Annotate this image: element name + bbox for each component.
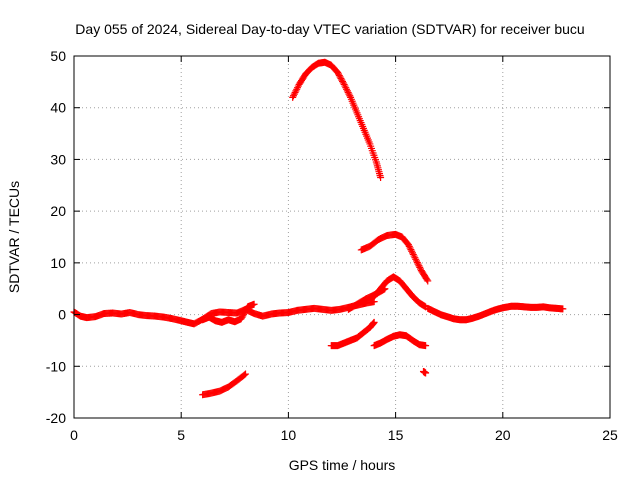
data-point: [412, 255, 420, 263]
data-point: [422, 303, 430, 311]
data-point: [404, 241, 412, 249]
data-point: [335, 72, 343, 80]
x-tick-label: 20: [495, 427, 511, 443]
x-tick-labels: 0 5 10 15 20 25: [70, 427, 618, 443]
series-side-track: [344, 285, 389, 313]
data-point: [294, 84, 302, 92]
data-point: [242, 370, 250, 378]
data-point: [377, 174, 385, 182]
data-point: [240, 371, 248, 379]
data-point: [334, 69, 342, 77]
data-point: [335, 70, 343, 78]
data-point: [423, 276, 431, 284]
data-point: [346, 92, 354, 100]
y-tick-label: -10: [46, 358, 66, 374]
data-point: [408, 249, 416, 257]
chart-title: Day 055 of 2024, Sidereal Day-to-day VTE…: [75, 21, 584, 37]
data-point: [343, 85, 351, 93]
data-point: [413, 259, 421, 267]
data-point: [559, 305, 567, 313]
data-point: [416, 263, 424, 271]
data-point: [237, 315, 245, 323]
y-tick-labels: -20 -10 0 10 20 30 40 50: [46, 48, 66, 426]
data-point: [292, 87, 300, 95]
y-axis-label: SDTVAR / TECUs: [6, 181, 22, 293]
series-negative-rise: [327, 318, 378, 350]
data-point: [293, 85, 301, 93]
x-tick-label: 0: [70, 427, 78, 443]
data-point: [336, 73, 344, 81]
y-tick-label: -20: [46, 410, 66, 426]
y-tick-label: 0: [58, 307, 66, 323]
series-big-arc: [289, 58, 385, 182]
x-tick-label: 10: [281, 427, 297, 443]
series-negative-bump: [370, 331, 430, 350]
y-tick-label: 40: [50, 100, 66, 116]
data-point: [413, 257, 421, 265]
data-point: [424, 277, 432, 285]
data-point: [410, 252, 418, 260]
data-point: [339, 79, 347, 87]
series-low-track: [199, 370, 250, 399]
x-tick-label: 25: [602, 427, 618, 443]
data-point: [289, 92, 297, 100]
y-tick-label: 50: [50, 48, 66, 64]
data-point: [422, 342, 430, 350]
data-point: [345, 90, 353, 98]
data-point: [290, 90, 298, 98]
data-point: [406, 244, 414, 252]
y-tick-label: 10: [50, 255, 66, 271]
series-upper-hump: [357, 230, 432, 285]
data-point: [250, 300, 258, 308]
y-tick-label: 20: [50, 203, 66, 219]
series-baseline: [70, 298, 378, 328]
grid-lines: [74, 56, 610, 418]
series-baseline-spread: [199, 300, 258, 326]
x-axis-label: GPS time / hours: [289, 457, 396, 473]
data-point: [341, 82, 349, 90]
data-point: [291, 89, 299, 97]
data-point: [340, 80, 348, 88]
data-point: [422, 369, 430, 377]
data-point: [370, 318, 378, 326]
data-point: [381, 285, 389, 293]
data-point: [240, 310, 248, 318]
data-point: [344, 89, 352, 97]
data-point: [343, 87, 351, 95]
data-points: [70, 58, 567, 399]
data-point: [338, 76, 346, 84]
data-point: [289, 93, 297, 101]
data-point: [415, 262, 423, 270]
data-point: [241, 307, 249, 315]
y-tick-label: 30: [50, 151, 66, 167]
data-point: [239, 312, 247, 320]
data-point: [337, 74, 345, 82]
x-tick-label: 5: [177, 427, 185, 443]
data-point: [411, 254, 419, 262]
data-point: [238, 313, 246, 321]
data-point: [240, 309, 248, 317]
x-tick-label: 15: [388, 427, 404, 443]
axis-ticks: [73, 55, 611, 419]
data-point: [405, 242, 413, 250]
plot-frame: [73, 55, 611, 419]
series-tail: [424, 302, 567, 324]
data-point: [409, 250, 417, 258]
data-point: [339, 77, 347, 85]
data-point: [342, 84, 350, 92]
series-isolated: [419, 367, 430, 377]
data-point: [407, 246, 415, 254]
data-point: [408, 247, 416, 255]
data-point: [414, 260, 422, 268]
